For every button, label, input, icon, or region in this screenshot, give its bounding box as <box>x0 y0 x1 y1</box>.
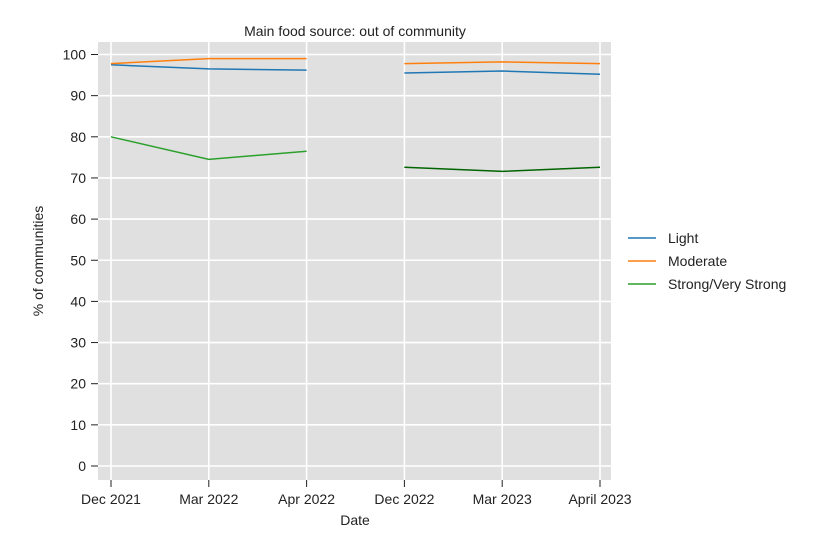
y-tick-label: 20 <box>70 376 86 392</box>
x-tick-label: Apr 2022 <box>278 491 335 507</box>
y-axis: 0 10 20 30 40 50 60 70 80 90 100 <box>63 47 98 474</box>
x-tick-label: Dec 2021 <box>81 491 141 507</box>
y-axis-label: % of communities <box>30 206 46 316</box>
x-tick-label: Dec 2022 <box>374 491 434 507</box>
grid-lines <box>98 42 611 480</box>
chart-title: Main food source: out of community <box>244 23 466 39</box>
y-tick-label: 50 <box>70 252 86 268</box>
y-tick-label: 40 <box>70 293 86 309</box>
series-lines <box>110 57 601 173</box>
y-tick-label: 60 <box>70 211 86 227</box>
x-tick-label: April 2023 <box>568 491 631 507</box>
legend-label: Moderate <box>668 253 727 269</box>
x-tick-label: Mar 2023 <box>473 491 532 507</box>
y-tick-label: 80 <box>70 129 86 145</box>
y-tick-label: 100 <box>63 47 87 63</box>
legend: Light Moderate Strong/Very Strong <box>628 230 786 292</box>
y-tick-label: 70 <box>70 170 86 186</box>
y-tick-label: 90 <box>70 88 86 104</box>
y-tick-label: 10 <box>70 417 86 433</box>
legend-label: Strong/Very Strong <box>668 276 786 292</box>
x-axis-label: Date <box>340 512 370 528</box>
y-tick-label: 30 <box>70 335 86 351</box>
y-tick-label: 0 <box>78 458 86 474</box>
x-axis: Dec 2021 Mar 2022 Apr 2022 Dec 2022 Mar 2023… <box>81 480 632 507</box>
legend-label: Light <box>668 230 698 246</box>
x-tick-label: Mar 2022 <box>179 491 238 507</box>
